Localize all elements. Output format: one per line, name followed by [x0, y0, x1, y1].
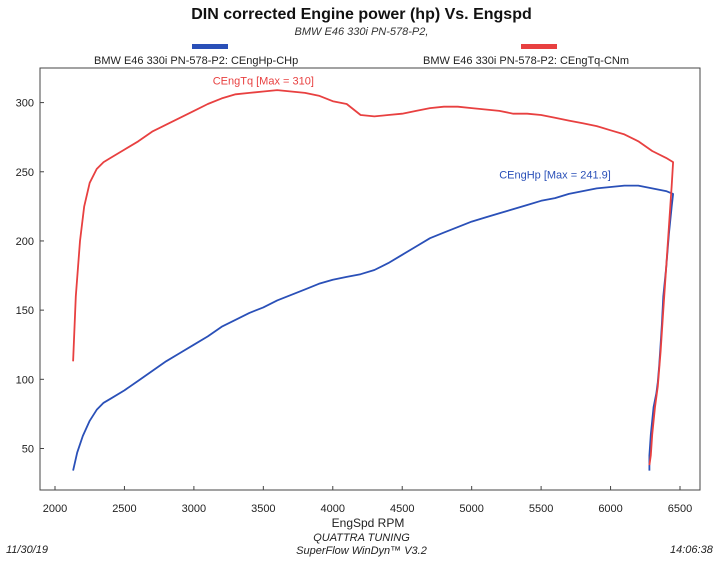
y-tick-label: 300 — [16, 98, 34, 110]
y-axis: 50 100 150 200 250 300 — [16, 98, 44, 455]
x-tick-label: 3500 — [251, 503, 275, 515]
x-tick-label: 5000 — [459, 503, 483, 515]
legend-label-tq: BMW E46 330i PN-578-P2: CEngTq-CNm — [423, 55, 630, 67]
y-tick-label: 150 — [16, 305, 34, 317]
annotation-tq-max: CEngTq [Max = 310] — [213, 76, 314, 88]
x-tick-label: 4500 — [390, 503, 414, 515]
footer-time: 14:06:38 — [670, 544, 713, 556]
legend-swatch-hp — [192, 44, 228, 49]
chart-subtitle: BMW E46 330i PN-578-P2, — [294, 26, 429, 38]
footer-company: QUATTRA TUNING — [313, 532, 410, 544]
legend-swatch-tq — [521, 44, 557, 49]
x-tick-label: 5500 — [529, 503, 553, 515]
x-axis: 2000 2500 3000 3500 4000 4500 5000 5500 6000 6500 — [43, 486, 692, 515]
x-axis-title: EngSpd RPM — [332, 516, 405, 530]
annotation-hp-max: CEngHp [Max = 241.9] — [499, 170, 611, 182]
x-tick-label: 4000 — [321, 503, 345, 515]
legend-label-hp: BMW E46 330i PN-578-P2: CEngHp-CHp — [94, 55, 299, 67]
annotations: CEngHp [Max = 241.9] CEngTq [Max = 310] — [213, 76, 611, 182]
x-tick-label: 2500 — [112, 503, 136, 515]
x-tick-label: 2000 — [43, 503, 67, 515]
series-line-tq — [72, 89, 674, 466]
y-tick-label: 100 — [16, 374, 34, 386]
y-tick-label: 200 — [16, 236, 34, 248]
plot-area-frame — [39, 67, 701, 491]
x-tick-label: 6500 — [668, 503, 692, 515]
footer-date: 11/30/19 — [6, 544, 49, 556]
y-tick-label: 250 — [16, 167, 34, 179]
x-tick-label: 3000 — [182, 503, 206, 515]
y-tick-label: 50 — [22, 443, 34, 455]
series-layer — [72, 89, 674, 471]
x-tick-label: 6000 — [598, 503, 622, 515]
chart-title: DIN corrected Engine power (hp) Vs. Engs… — [191, 6, 532, 23]
series-line-hp — [72, 184, 674, 471]
footer-software: SuperFlow WinDyn™ V3.2 — [296, 545, 427, 557]
